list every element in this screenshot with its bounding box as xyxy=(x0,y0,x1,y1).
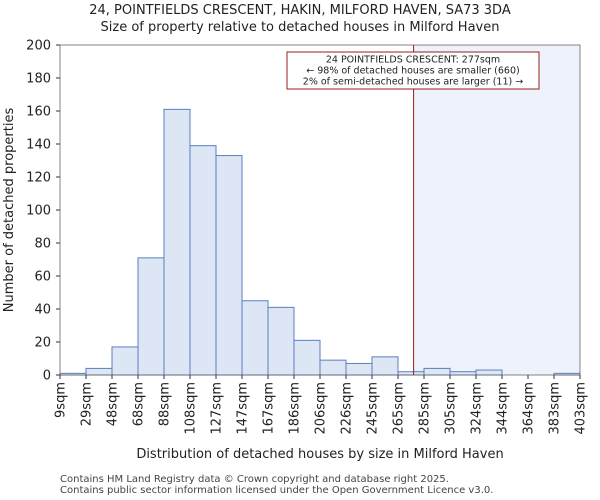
x-tick-label: 147sqm xyxy=(236,382,251,435)
bar-305sqm xyxy=(449,371,477,376)
bar-226sqm xyxy=(345,362,373,376)
x-tick-label: 383sqm xyxy=(548,382,563,435)
bar-147sqm xyxy=(241,300,269,376)
y-tick-label: 160 xyxy=(26,105,51,120)
x-tick-label: 364sqm xyxy=(522,382,537,435)
y-axis-label: Number of detached properties xyxy=(2,108,17,313)
annotation-line-1: 24 POINTFIELDS CRESCENT: 277sqm xyxy=(326,55,500,66)
histogram-chart: 0 20 40 60 80 100 120 140 160 180 200 9sqm 29sqm 48s… xyxy=(2,39,589,463)
y-tick-label: 180 xyxy=(26,72,51,87)
annotation-line-2: ← 98% of detached houses are smaller (66… xyxy=(306,66,519,77)
y-tick-label: 20 xyxy=(34,336,51,351)
x-tick-label: 305sqm xyxy=(444,382,459,435)
chart-subtitle: Size of property relative to detached ho… xyxy=(100,20,500,35)
x-tick-label: 344sqm xyxy=(496,382,511,435)
x-tick-label: 108sqm xyxy=(184,382,199,435)
y-tick-label: 120 xyxy=(26,171,51,186)
y-tick-label: 80 xyxy=(34,237,51,252)
annotation-box xyxy=(286,51,540,90)
x-tick-label: 324sqm xyxy=(470,382,485,435)
x-tick-label: 9sqm xyxy=(54,382,69,418)
bar-206sqm xyxy=(319,359,347,376)
bar-29sqm xyxy=(85,367,113,376)
bar-324sqm xyxy=(475,369,503,376)
x-tick-label: 167sqm xyxy=(262,382,277,435)
x-tick-label: 68sqm xyxy=(132,382,147,426)
x-tick-label: 206sqm xyxy=(314,382,329,435)
y-tick-label: 0 xyxy=(43,369,51,384)
footer-line-2: Contains public sector information licen… xyxy=(60,485,494,496)
y-tick-label: 100 xyxy=(26,204,51,219)
bar-186sqm xyxy=(293,339,321,376)
y-tick-label: 40 xyxy=(34,303,51,318)
y-tick-label: 60 xyxy=(34,270,51,285)
bar-285sqm xyxy=(423,367,451,376)
bar-68sqm xyxy=(137,257,165,376)
footer-line-1: Contains HM Land Registry data © Crown c… xyxy=(60,474,449,485)
x-tick-label: 29sqm xyxy=(80,382,95,426)
bar-127sqm xyxy=(215,155,243,376)
x-tick-label: 127sqm xyxy=(210,382,225,435)
x-tick-label: 88sqm xyxy=(158,382,173,426)
bar-48sqm xyxy=(111,346,139,376)
bar-108sqm xyxy=(189,145,217,376)
x-tick-label: 186sqm xyxy=(288,382,303,435)
bar-167sqm xyxy=(267,306,295,376)
bar-88sqm xyxy=(163,108,191,376)
bar-245sqm xyxy=(371,356,399,376)
x-tick-label: 245sqm xyxy=(366,382,381,435)
x-tick-label: 265sqm xyxy=(392,382,407,435)
annotation-line-3: 2% of semi-detached houses are larger (1… xyxy=(303,77,523,88)
x-tick-label: 48sqm xyxy=(106,382,121,426)
chart-title: 24, POINTFIELDS CRESCENT, HAKIN, MILFORD… xyxy=(89,3,511,18)
x-axis-label: Distribution of detached houses by size … xyxy=(136,447,503,462)
y-tick-label: 140 xyxy=(26,138,51,153)
x-tick-label: 226sqm xyxy=(340,382,355,435)
highlight-region xyxy=(413,45,580,375)
bar-265sqm xyxy=(397,371,425,376)
y-tick-label: 200 xyxy=(26,39,51,54)
x-tick-label: 403sqm xyxy=(574,382,589,435)
x-tick-label: 285sqm xyxy=(418,382,433,435)
